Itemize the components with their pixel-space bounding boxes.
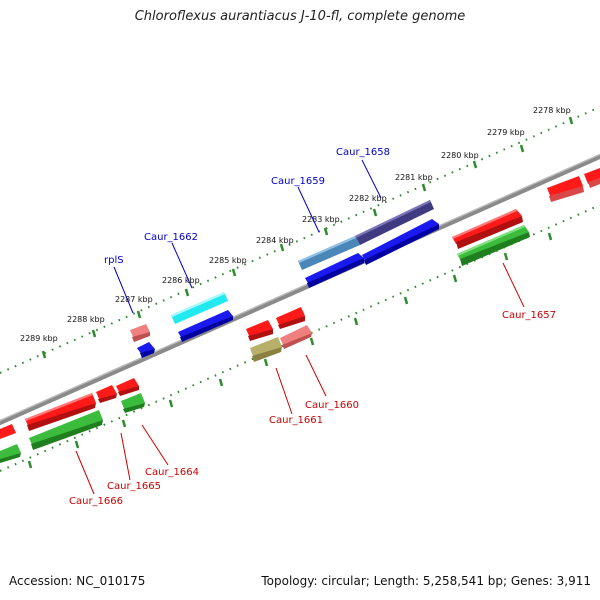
gene-arrow-caur-1662 (171, 292, 228, 324)
leader-rpls (113, 266, 134, 314)
gene-arrow-green (29, 410, 103, 450)
leader-caur-1660 (305, 354, 327, 397)
leader-caur-1658 (361, 159, 382, 199)
tick-2284 (279, 243, 285, 252)
genome-backbone (0, 153, 600, 426)
kbp-label: 2280 kbp (441, 151, 479, 160)
label-leaders-top (113, 159, 382, 314)
tick-b11 (74, 440, 80, 449)
gene-arrow-caur-1658 (355, 200, 434, 245)
gene-arrow-green (0, 444, 21, 463)
gene-arrow-blue (362, 219, 439, 265)
gene-arrow-green (457, 225, 530, 266)
kbp-label: 2288 kbp (67, 315, 105, 324)
leader-caur-1661 (275, 367, 293, 415)
tick-2279 (519, 144, 525, 153)
kbp-label: 2281 kbp (395, 173, 433, 182)
tick-2289 (41, 350, 47, 359)
topology-summary: Topology: circular; Length: 5,258,541 bp… (261, 574, 591, 588)
tick-b7 (263, 358, 269, 367)
tick-b8 (218, 378, 224, 387)
gene-arrow-red (584, 168, 600, 188)
gene-label-caur-1664[interactable]: Caur_1664 (145, 467, 199, 478)
tick-b12 (27, 460, 33, 469)
gene-arrow-blue (305, 253, 364, 288)
kbp-label: 2287 kbp (115, 295, 153, 304)
gene-label-caur-1658[interactable]: Caur_1658 (336, 147, 390, 158)
gene-arrow-caur-1666 (25, 393, 96, 431)
gene-label-rpls[interactable]: rplS (104, 255, 124, 266)
tick-b2 (503, 252, 509, 261)
leader-caur-1657 (502, 262, 525, 308)
tick-2285 (231, 268, 237, 277)
tick-2288 (91, 329, 97, 338)
leader-caur-1665 (120, 432, 131, 481)
leader-caur-1659 (297, 186, 320, 233)
ruler-ticks-top (41, 116, 574, 359)
tick-b1 (547, 232, 553, 241)
gene-arrow-red (547, 176, 584, 202)
tick-b5 (353, 317, 359, 326)
tick-2283 (323, 227, 329, 236)
tick-2287 (136, 310, 142, 319)
kbp-labels: 2278 kbp 2279 kbp 2280 kbp 2281 kbp 2282… (20, 106, 571, 343)
kbp-label: 2284 kbp (256, 236, 294, 245)
gene-arrow-red (116, 378, 139, 396)
gene-label-caur-1662[interactable]: Caur_1662 (144, 232, 198, 243)
tick-b4 (403, 296, 409, 305)
tick-b6 (309, 337, 315, 346)
kbp-label: 2279 kbp (487, 128, 525, 137)
gene-label-caur-1665[interactable]: Caur_1665 (107, 481, 161, 492)
gene-arrow-caur-1665 (96, 385, 117, 403)
label-leaders-bottom (75, 262, 525, 495)
accession-text: Accession: NC_010175 (9, 574, 146, 588)
gene-label-caur-1659[interactable]: Caur_1659 (271, 176, 325, 187)
backbone-line (0, 153, 600, 426)
gene-features (0, 168, 600, 463)
tick-b9 (168, 399, 174, 408)
kbp-label: 2282 kbp (349, 194, 387, 203)
gene-arrow-rpls (130, 324, 150, 342)
leader-caur-1662 (171, 242, 193, 289)
gene-arrow-caur-1657 (452, 209, 523, 249)
tick-2282 (372, 208, 378, 217)
kbp-label: 2289 kbp (20, 334, 58, 343)
tick-b3 (452, 274, 458, 283)
gene-label-caur-1660[interactable]: Caur_1660 (305, 400, 359, 411)
gene-arrow-blue (178, 310, 233, 342)
tick-b10 (121, 419, 127, 428)
gene-arrow-caur-1660 (280, 325, 312, 349)
kbp-label: 2286 kbp (162, 276, 200, 285)
gene-arrow-caur-1664 (121, 393, 145, 413)
kbp-label: 2278 kbp (533, 106, 571, 115)
tick-2281 (421, 183, 427, 192)
gene-arrow-red (0, 424, 16, 439)
kbp-label: 2285 kbp (209, 256, 247, 265)
gene-labels-bottom: Caur_1666 Caur_1665 Caur_1664 Caur_1661 … (69, 310, 556, 507)
gene-arrow-blue (137, 342, 155, 358)
ruler-ticks-bottom (27, 232, 553, 469)
tick-2286 (184, 288, 190, 297)
gene-arrow-red (276, 307, 305, 329)
map-title: Chloroflexus aurantiacus J-10-fl, comple… (134, 9, 466, 24)
kbp-label: 2283 kbp (302, 215, 340, 224)
gene-label-caur-1657[interactable]: Caur_1657 (502, 310, 556, 321)
backbone-highlight (0, 153, 600, 422)
gene-arrow-red (246, 320, 273, 341)
gene-labels-top: rplS Caur_1662 Caur_1659 Caur_1658 (104, 147, 390, 266)
leader-caur-1664 (141, 424, 169, 466)
gene-arrow-caur-1659 (298, 236, 360, 270)
gene-arrow-caur-1661 (250, 337, 282, 362)
gene-label-caur-1661[interactable]: Caur_1661 (269, 415, 323, 426)
tick-2280 (472, 160, 478, 169)
tick-2278 (568, 116, 574, 125)
leader-caur-1666 (75, 450, 95, 495)
gene-label-caur-1666[interactable]: Caur_1666 (69, 496, 123, 507)
